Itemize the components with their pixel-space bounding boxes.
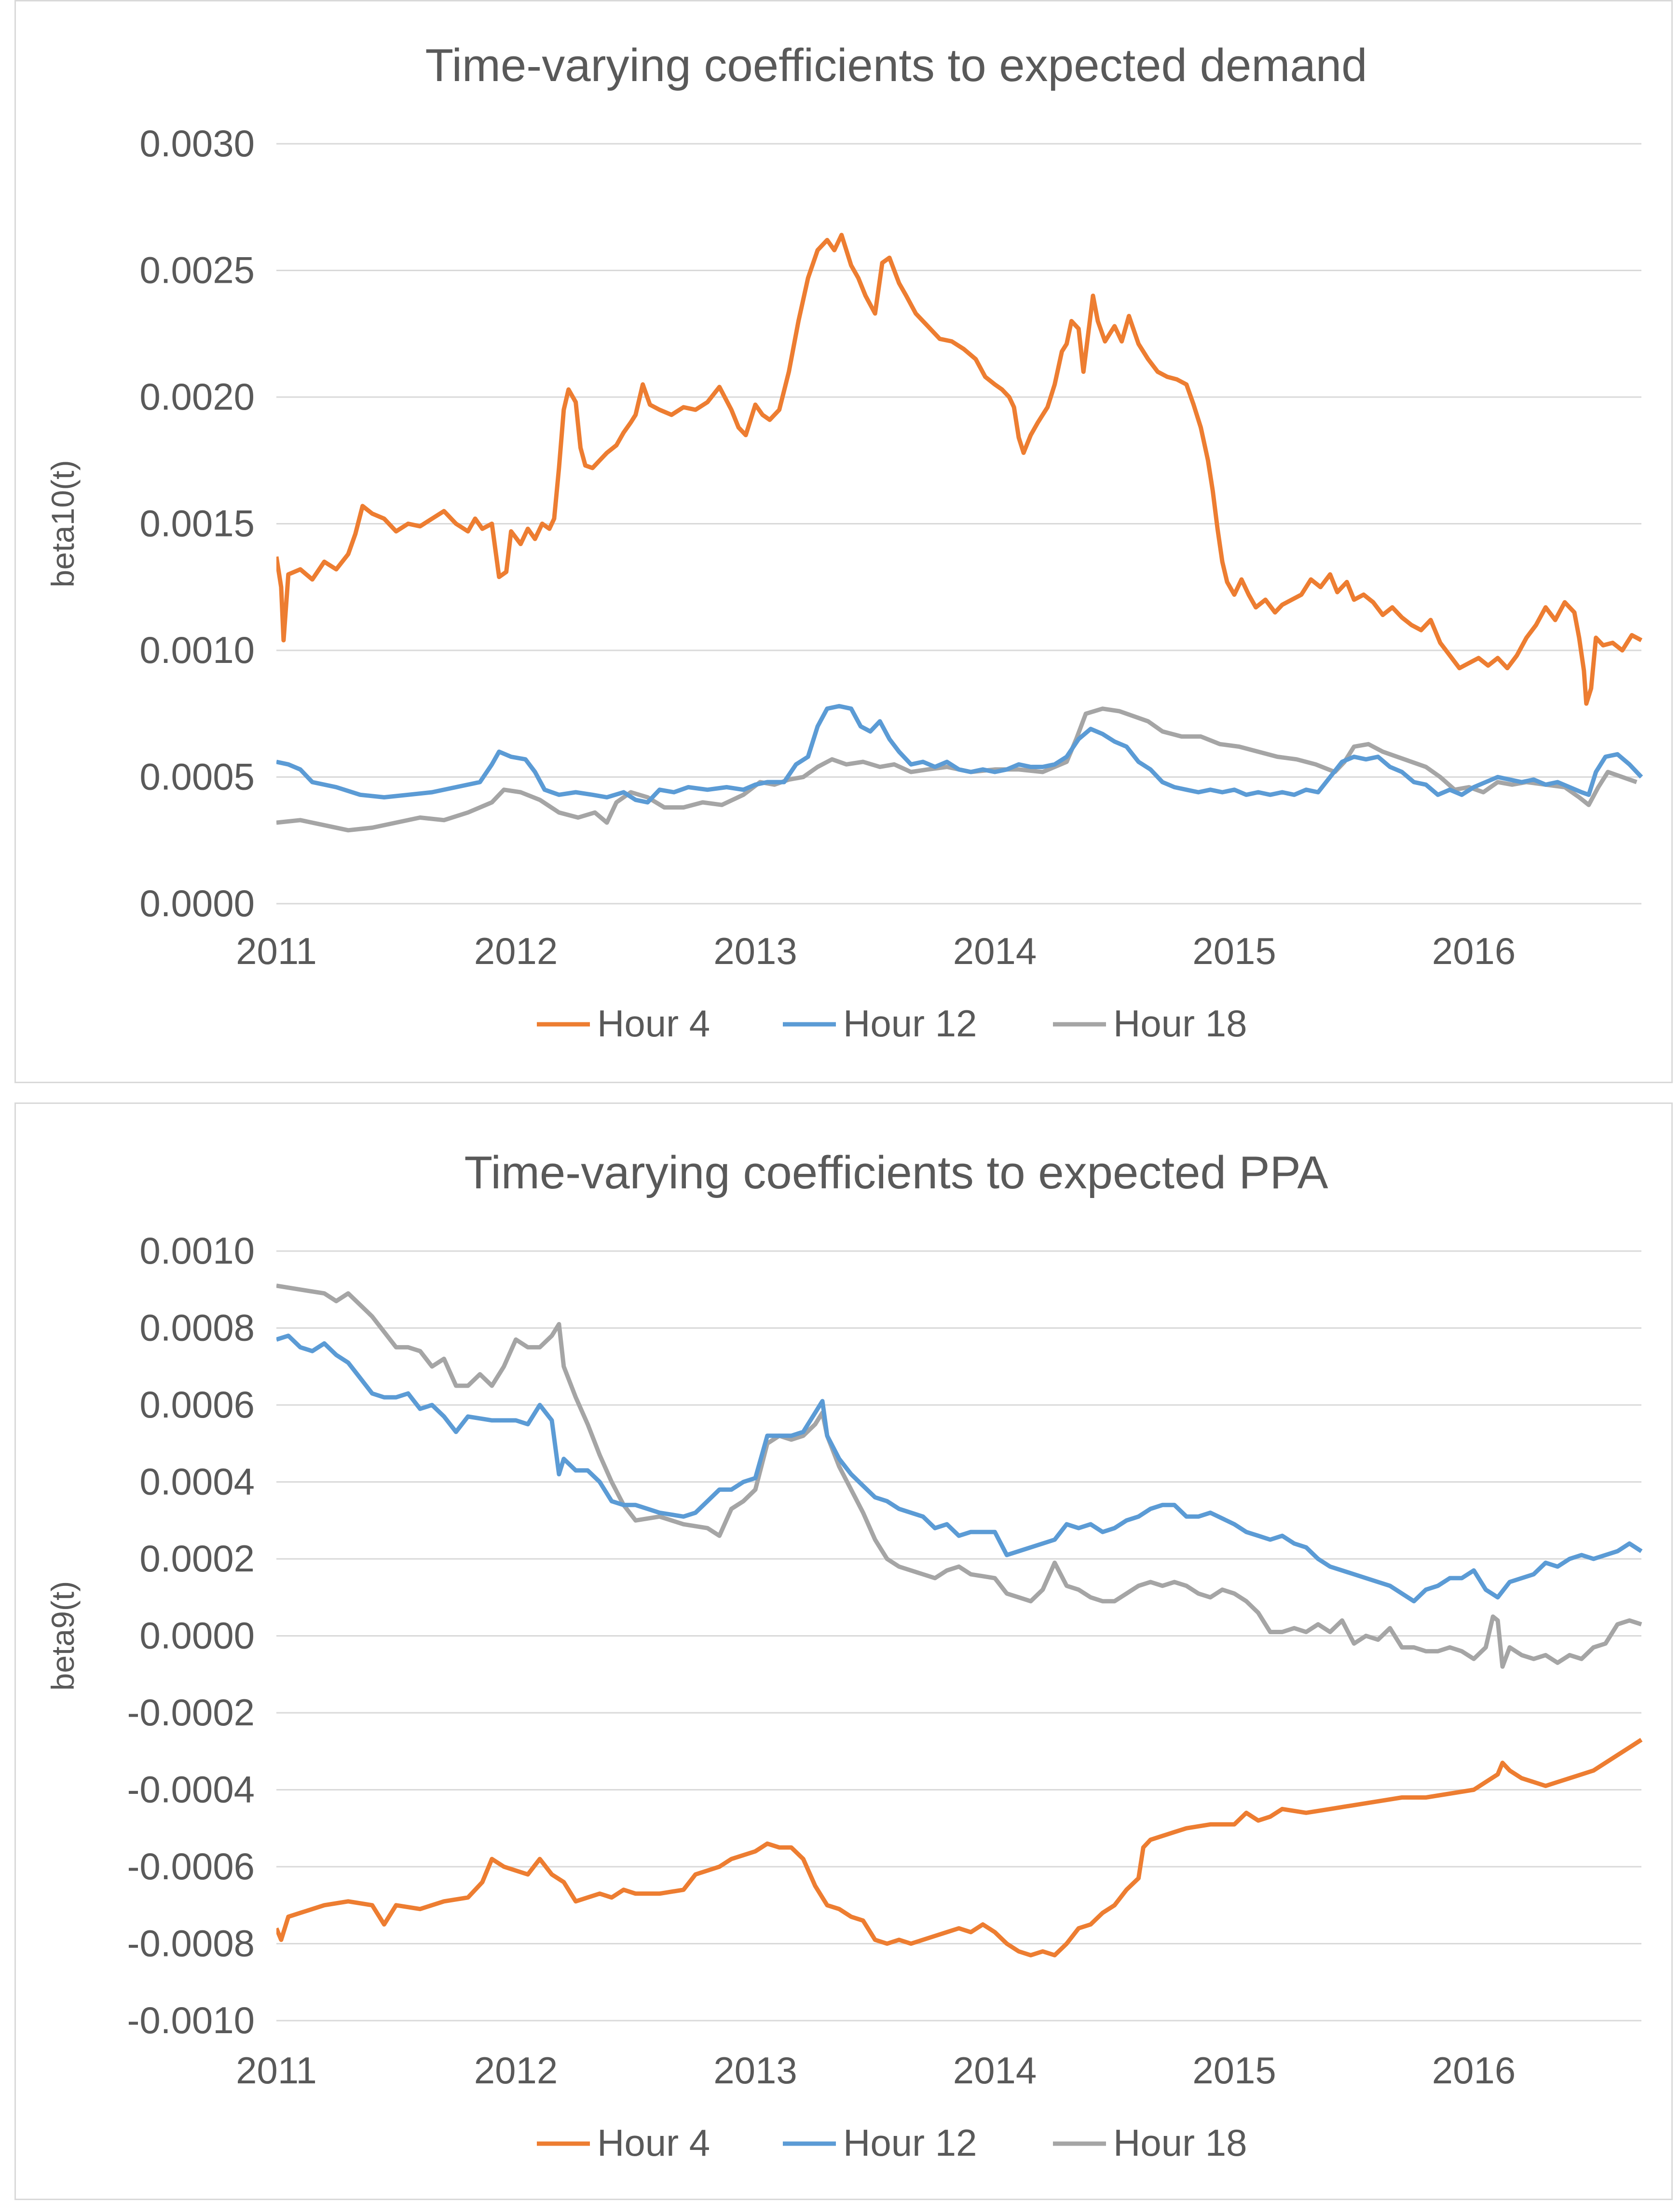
- ppa-series-hour-12: [276, 1334, 1643, 1604]
- demand-y-axis-title: beta10(t): [45, 460, 81, 587]
- demand-chart: Time-varying coefficients to expected de…: [45, 40, 1643, 1045]
- ppa-x-tick-label: 2011: [236, 2049, 317, 2092]
- demand-series-hour-4: [276, 233, 1643, 706]
- demand-legend-label: Hour 12: [843, 1002, 977, 1045]
- ppa-y-tick-label: -0.0004: [127, 1768, 255, 1811]
- ppa-y-tick-label: -0.0002: [127, 1691, 255, 1734]
- ppa-legend-label: Hour 4: [597, 2121, 710, 2164]
- ppa-legend-label: Hour 12: [843, 2121, 977, 2164]
- ppa-x-tick-label: 2015: [1192, 2049, 1276, 2092]
- demand-y-tick-label: 0.0020: [139, 375, 255, 418]
- demand-legend-item-hour-12: Hour 12: [783, 1002, 977, 1045]
- ppa-y-tick-label: -0.0010: [127, 1999, 255, 2041]
- demand-series-hour-12: [276, 704, 1643, 805]
- ppa-y-tick-label: 0.0004: [139, 1460, 255, 1503]
- ppa-y-tick-label: 0.0006: [139, 1383, 255, 1426]
- ppa-chart: Time-varying coefficients to expected PP…: [45, 1147, 1643, 2164]
- ppa-y-tick-label: 0.0008: [139, 1307, 255, 1349]
- demand-y-tick-label: 0.0010: [139, 629, 255, 671]
- demand-y-tick-label: 0.0025: [139, 249, 255, 291]
- ppa-y-tick-label: 0.0002: [139, 1537, 255, 1580]
- ppa-chart-panel: Time-varying coefficients to expected PP…: [14, 1102, 1673, 2200]
- demand-x-tick-label: 2011: [236, 930, 317, 972]
- ppa-x-tick-label: 2014: [953, 2049, 1037, 2092]
- ppa-chart-title: Time-varying coefficients to expected PP…: [464, 1147, 1328, 1198]
- demand-y-tick-label: 0.0005: [139, 756, 255, 798]
- demand-legend-label: Hour 4: [597, 1002, 710, 1045]
- demand-y-tick-label: 0.0015: [139, 502, 255, 545]
- demand-legend-item-hour-18: Hour 18: [1053, 1002, 1247, 1045]
- demand-x-tick-label: 2014: [953, 930, 1037, 972]
- ppa-y-tick-label: -0.0008: [127, 1922, 255, 1965]
- ppa-series-hour-4: [276, 1738, 1643, 1957]
- demand-series-hour-18: [276, 706, 1638, 833]
- ppa-x-tick-label: 2012: [474, 2049, 558, 2092]
- demand-y-tick-label: 0.0000: [139, 882, 255, 924]
- ppa-y-tick-label: 0.0010: [139, 1229, 255, 1272]
- ppa-x-tick-label: 2016: [1432, 2049, 1516, 2092]
- ppa-legend-item-hour-18: Hour 18: [1053, 2121, 1247, 2164]
- demand-legend-label: Hour 18: [1113, 1002, 1247, 1045]
- ppa-y-tick-label: -0.0006: [127, 1845, 255, 1887]
- demand-chart-title: Time-varying coefficients to expected de…: [425, 40, 1367, 91]
- ppa-legend-label: Hour 18: [1113, 2121, 1247, 2164]
- ppa-legend-item-hour-4: Hour 4: [537, 2121, 710, 2164]
- ppa-y-axis-title: beta9(t): [45, 1581, 81, 1691]
- demand-x-tick-label: 2013: [713, 930, 797, 972]
- ppa-legend-item-hour-12: Hour 12: [783, 2121, 977, 2164]
- ppa-x-tick-label: 2013: [713, 2049, 797, 2092]
- demand-legend-item-hour-4: Hour 4: [537, 1002, 710, 1045]
- demand-x-tick-label: 2012: [474, 930, 558, 972]
- demand-x-tick-label: 2016: [1432, 930, 1516, 972]
- demand-x-tick-label: 2015: [1192, 930, 1276, 972]
- ppa-y-tick-label: 0.0000: [139, 1614, 255, 1657]
- demand-chart-panel: Time-varying coefficients to expected de…: [14, 0, 1673, 1083]
- demand-y-tick-label: 0.0030: [139, 122, 255, 165]
- ppa-series-hour-18: [276, 1283, 1642, 1669]
